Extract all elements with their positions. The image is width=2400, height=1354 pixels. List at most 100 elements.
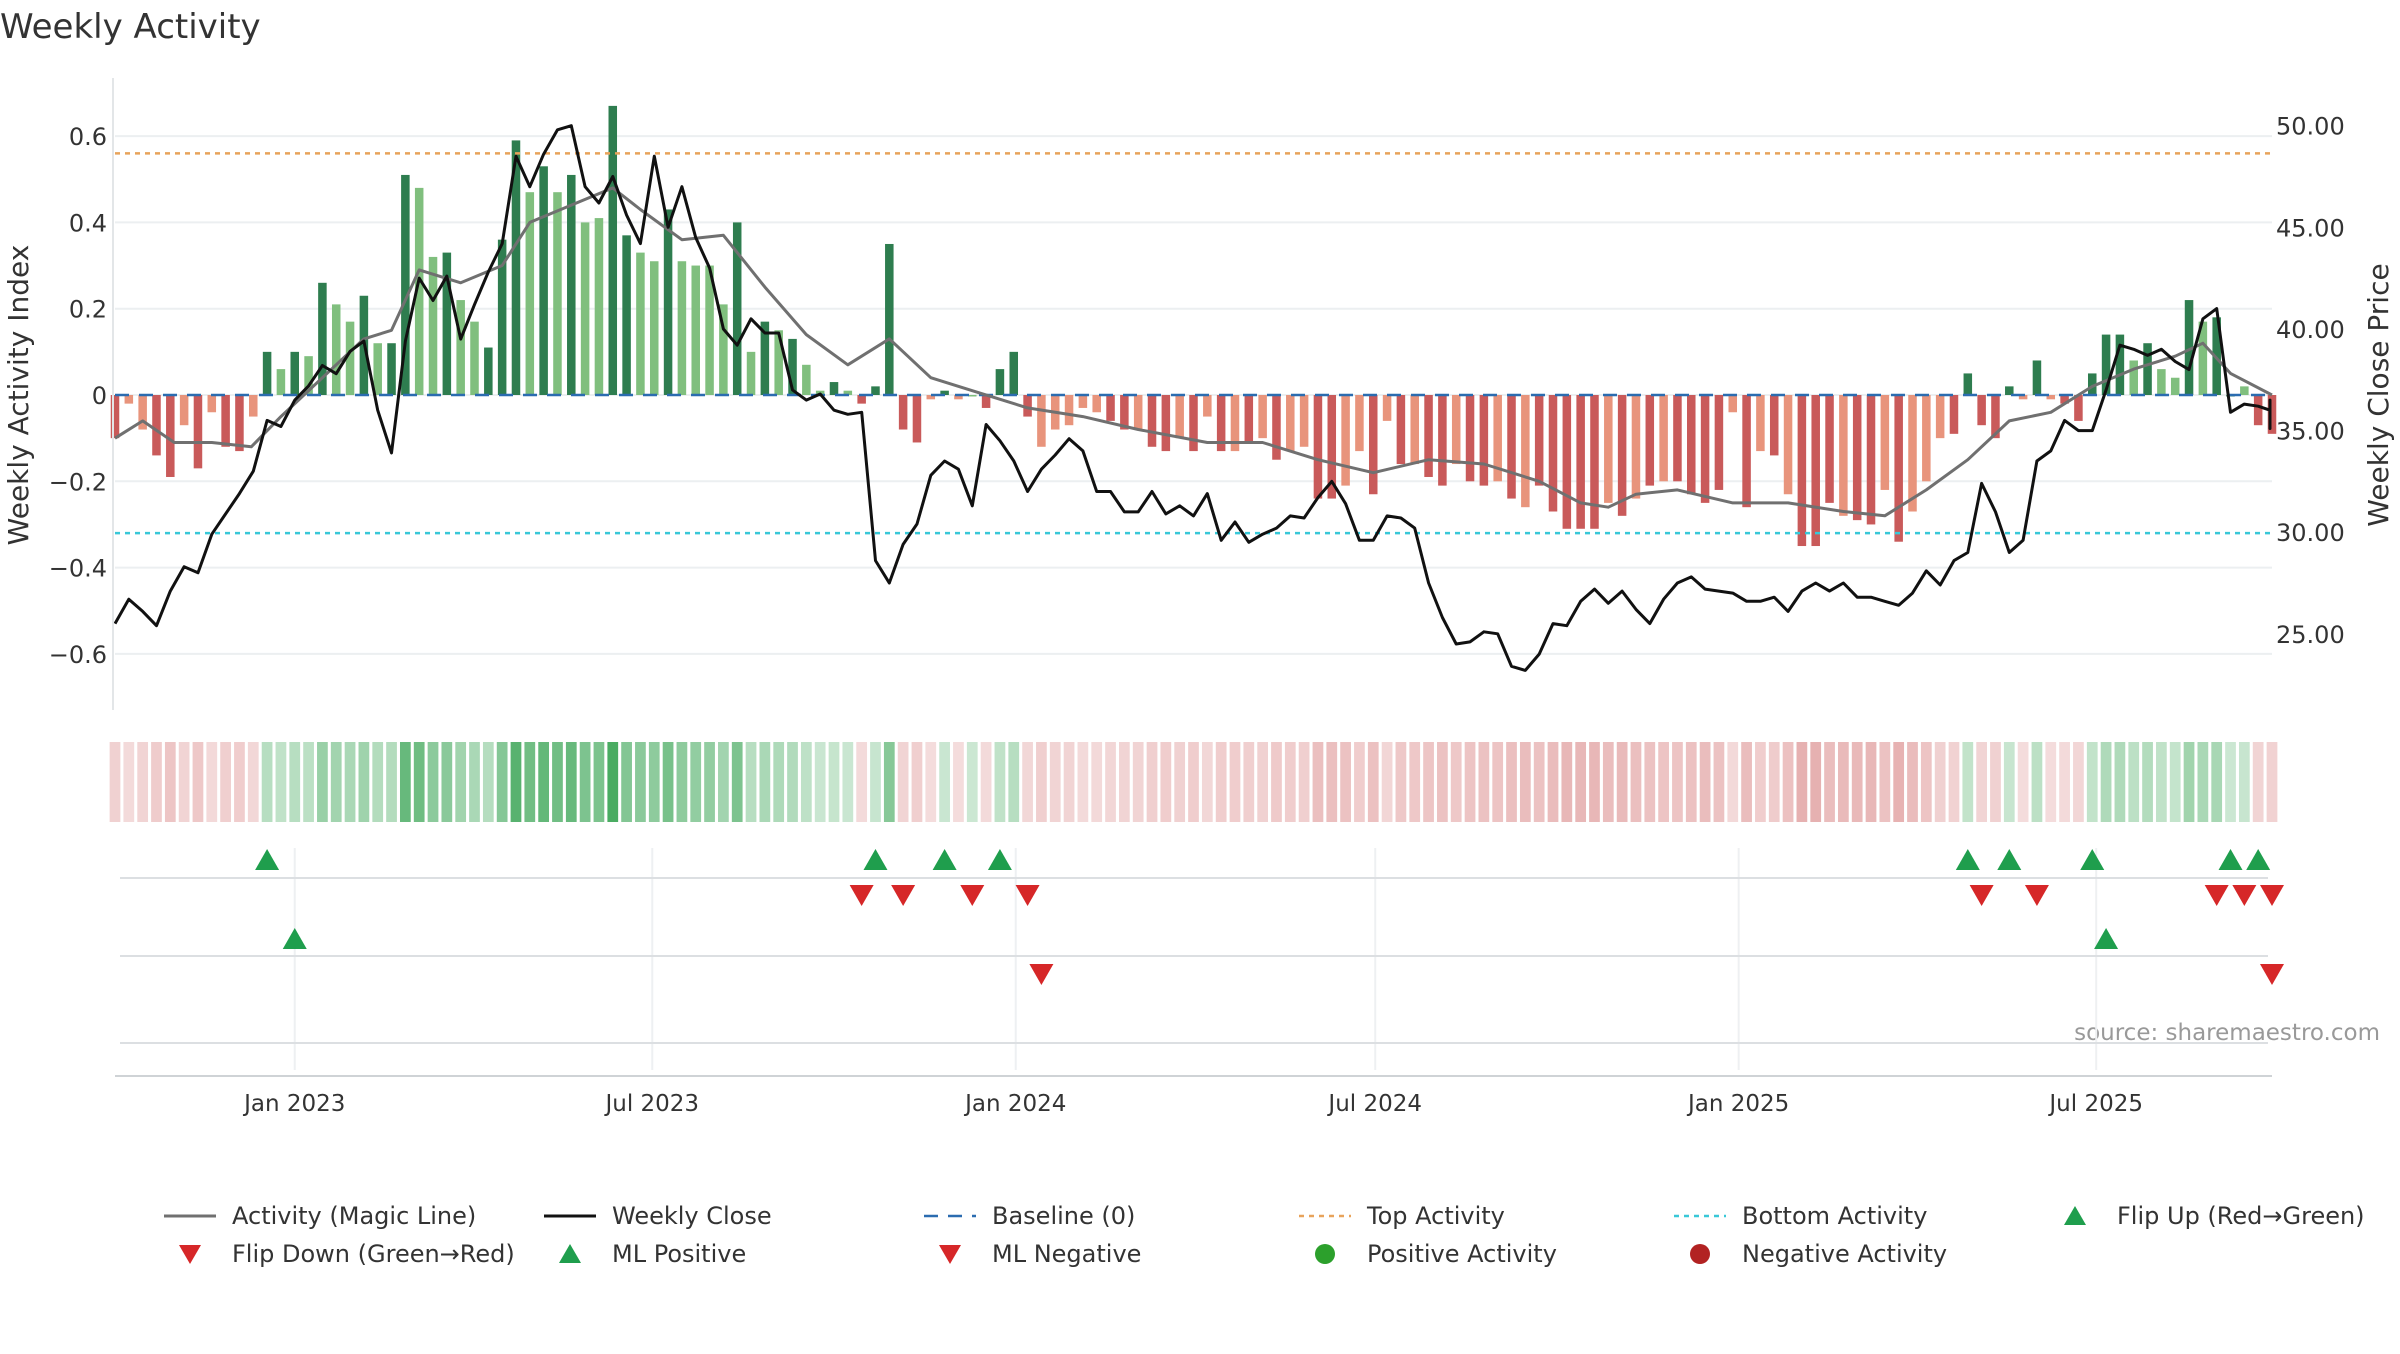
flip-up-marker	[932, 849, 957, 870]
heat-cell	[856, 742, 868, 822]
heat-cell	[1022, 742, 1033, 822]
heat-cell	[966, 742, 978, 822]
heat-cell	[1381, 742, 1393, 822]
grid-layer	[115, 135, 2272, 1070]
x-tick-label: Jan 2023	[242, 1091, 345, 1117]
legend-triangle-up-icon	[2064, 1206, 2086, 1225]
heat-cell	[1685, 742, 1697, 822]
activity-bar	[276, 369, 286, 395]
y-tick-label: 0.2	[69, 296, 107, 324]
activity-bar	[746, 351, 756, 395]
activity-bar	[1507, 395, 1516, 499]
activity-bar	[829, 382, 839, 395]
heat-cell	[469, 742, 480, 822]
heat-cell	[648, 742, 660, 822]
legend-item-magic: Activity (Magic Line)	[160, 1198, 476, 1234]
legend-swatch-ml-neg	[939, 1245, 961, 1264]
activity-bar	[193, 395, 203, 469]
legend-item-bottom: Bottom Activity	[1670, 1198, 1927, 1234]
heat-cell	[828, 742, 840, 822]
activity-bar	[608, 105, 618, 395]
heat-cell	[1354, 742, 1365, 822]
activity-bar	[1368, 395, 1378, 495]
legend-triangle-down-icon	[179, 1245, 201, 1264]
legend-item-flip-up: Flip Up (Red→Green)	[2045, 1198, 2365, 1234]
heat-cell	[745, 742, 757, 822]
activity-bar	[1797, 395, 1807, 547]
heat-cell	[1326, 742, 1338, 822]
heat-cell	[2128, 742, 2140, 822]
activity-bar	[1562, 395, 1572, 529]
heat-cell	[1810, 742, 1822, 822]
activity-bar	[1617, 395, 1627, 516]
activity-bar	[166, 395, 175, 477]
heat-cell	[883, 742, 895, 822]
heat-cell	[787, 742, 798, 822]
activity-bar	[1534, 395, 1544, 486]
activity-bar	[1852, 395, 1862, 521]
heat-cell	[2086, 742, 2098, 822]
y2-tick-label: 25.00	[2276, 621, 2345, 649]
activity-bar	[1825, 395, 1834, 503]
activity-bar	[525, 192, 535, 395]
y-tick-label: −0.2	[49, 468, 107, 496]
activity-bar	[760, 321, 770, 395]
legend-label: Weekly Close	[612, 1202, 772, 1230]
heat-cell	[773, 742, 785, 822]
activity-bar	[1756, 395, 1765, 452]
heat-cell	[1340, 742, 1351, 822]
activity-bar	[912, 395, 922, 443]
activity-bar	[1355, 395, 1364, 452]
flip-down-marker	[2260, 885, 2284, 906]
heat-cell	[137, 742, 149, 822]
activity-bar	[649, 261, 659, 395]
activity-bar	[1175, 395, 1184, 439]
heat-cell	[1036, 742, 1047, 822]
heat-cell	[759, 742, 771, 822]
heat-cell	[1409, 742, 1421, 822]
x-tick-label: Jan 2024	[963, 1091, 1066, 1117]
heat-cell	[676, 742, 688, 822]
activity-bar	[2101, 334, 2111, 395]
heat-cell	[2031, 742, 2043, 822]
activity-bar	[1106, 395, 1115, 421]
legend-swatch-top	[1299, 1214, 1351, 1218]
legend-label: Bottom Activity	[1742, 1202, 1928, 1230]
heat-cell	[109, 742, 121, 822]
activity-bar	[1327, 395, 1337, 499]
legend-label: Flip Down (Green→Red)	[232, 1240, 515, 1268]
activity-bar	[553, 192, 562, 395]
activity-bar	[2046, 395, 2056, 400]
activity-bar	[1687, 395, 1696, 495]
activity-bar	[235, 395, 244, 452]
heat-cell	[731, 742, 743, 822]
heat-cell	[1672, 742, 1683, 822]
heat-cell	[1437, 742, 1448, 822]
activity-bar	[954, 395, 963, 400]
activity-bar	[594, 218, 604, 395]
heat-cell	[399, 742, 411, 822]
heat-cell	[261, 742, 273, 822]
heat-cell	[1367, 742, 1379, 822]
heat-cell	[330, 742, 342, 822]
heat-cell	[247, 742, 259, 822]
legend-swatch-bottom	[1674, 1214, 1726, 1218]
activity-bar	[580, 222, 590, 395]
ml-positive-marker	[2094, 928, 2119, 949]
heat-cell	[579, 742, 591, 822]
heat-cell	[2266, 742, 2278, 822]
activity-bar	[1396, 395, 1406, 465]
activity-bar	[774, 330, 783, 395]
ml-negative-marker	[1029, 964, 1054, 985]
activity-bar	[788, 338, 797, 395]
flip-up-marker	[987, 849, 1012, 870]
activity-bar	[1410, 395, 1419, 465]
activity-bar	[2240, 386, 2249, 395]
heat-cell	[1879, 742, 1891, 822]
heat-cell	[1188, 742, 1199, 822]
legend-label: Positive Activity	[1367, 1240, 1557, 1268]
activity-bar	[1037, 395, 1046, 447]
x-tick-label: Jul 2023	[603, 1091, 699, 1117]
activity-bar	[1438, 395, 1447, 486]
activity-bar	[2184, 300, 2194, 395]
